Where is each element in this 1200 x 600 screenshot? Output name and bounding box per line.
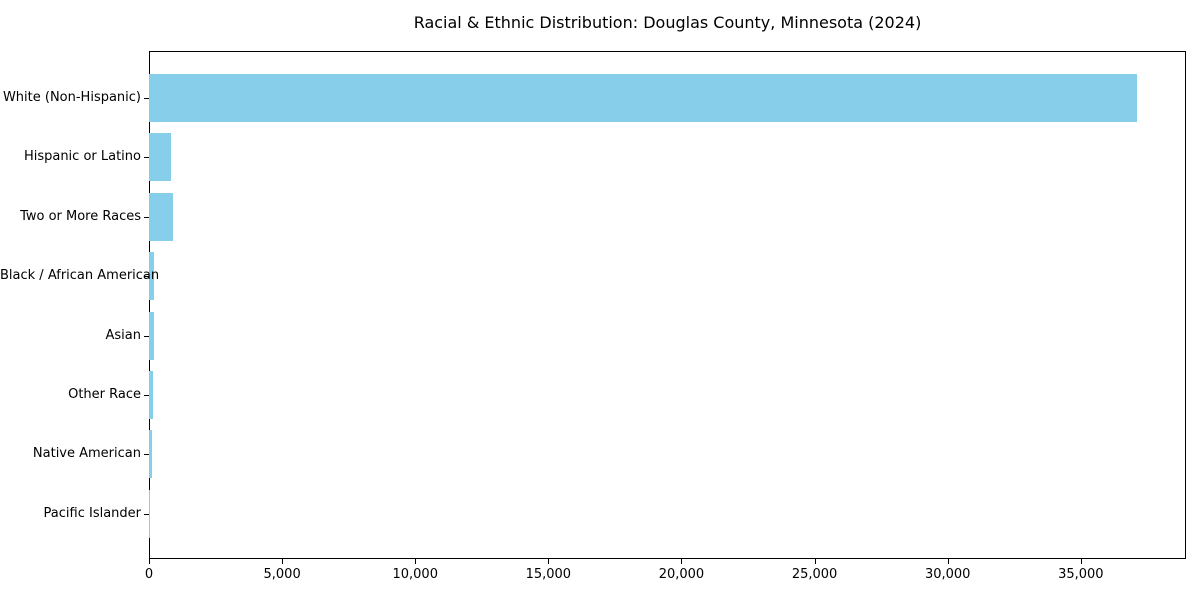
x-tick-mark xyxy=(947,559,949,564)
plot-area xyxy=(149,51,1186,559)
y-tick-mark xyxy=(144,276,149,278)
x-tick-label: 5,000 xyxy=(263,567,301,582)
bar-6 xyxy=(149,430,152,479)
y-tick-label: Pacific Islander xyxy=(43,505,141,521)
x-tick-mark xyxy=(149,559,150,564)
y-tick-label: Hispanic or Latino xyxy=(23,149,141,165)
y-tick-label: White (Non-Hispanic) xyxy=(2,89,141,105)
x-tick-label: 0 xyxy=(144,567,154,582)
y-tick-label: Other Race xyxy=(68,387,141,402)
y-tick-mark xyxy=(144,335,149,337)
bar-4 xyxy=(149,311,155,360)
x-tick-label: 20,000 xyxy=(658,567,705,582)
bar-7 xyxy=(149,489,150,538)
x-tick-label: 30,000 xyxy=(924,567,971,582)
bar-5 xyxy=(149,371,154,419)
bar-3 xyxy=(149,252,155,301)
y-tick-mark xyxy=(144,157,149,159)
x-tick-mark xyxy=(1080,559,1082,564)
y-tick-mark xyxy=(144,395,149,396)
x-tick-mark xyxy=(814,559,816,564)
x-tick-label: 35,000 xyxy=(1058,567,1104,582)
x-tick-label: 15,000 xyxy=(525,567,572,582)
x-tick-mark xyxy=(415,559,417,564)
bar-2 xyxy=(149,192,173,241)
y-tick-mark xyxy=(144,216,149,218)
x-tick-mark xyxy=(681,559,683,564)
y-tick-label: Black / African American xyxy=(0,268,160,284)
y-tick-label: Asian xyxy=(105,327,141,343)
x-tick-label: 25,000 xyxy=(791,567,838,582)
bar-1 xyxy=(149,133,172,182)
x-tick-mark xyxy=(282,559,284,564)
y-tick-label: Native American xyxy=(32,446,141,462)
y-tick-mark xyxy=(144,97,149,99)
y-tick-label: Two or More Races xyxy=(20,208,141,224)
y-tick-mark xyxy=(144,513,149,515)
x-tick-mark xyxy=(548,559,550,564)
x-tick-label: 10,000 xyxy=(392,567,438,582)
y-tick-mark xyxy=(144,454,149,456)
chart-title: Racial & Ethnic Distribution: Douglas Co… xyxy=(413,13,922,32)
bar-0 xyxy=(149,73,1137,122)
